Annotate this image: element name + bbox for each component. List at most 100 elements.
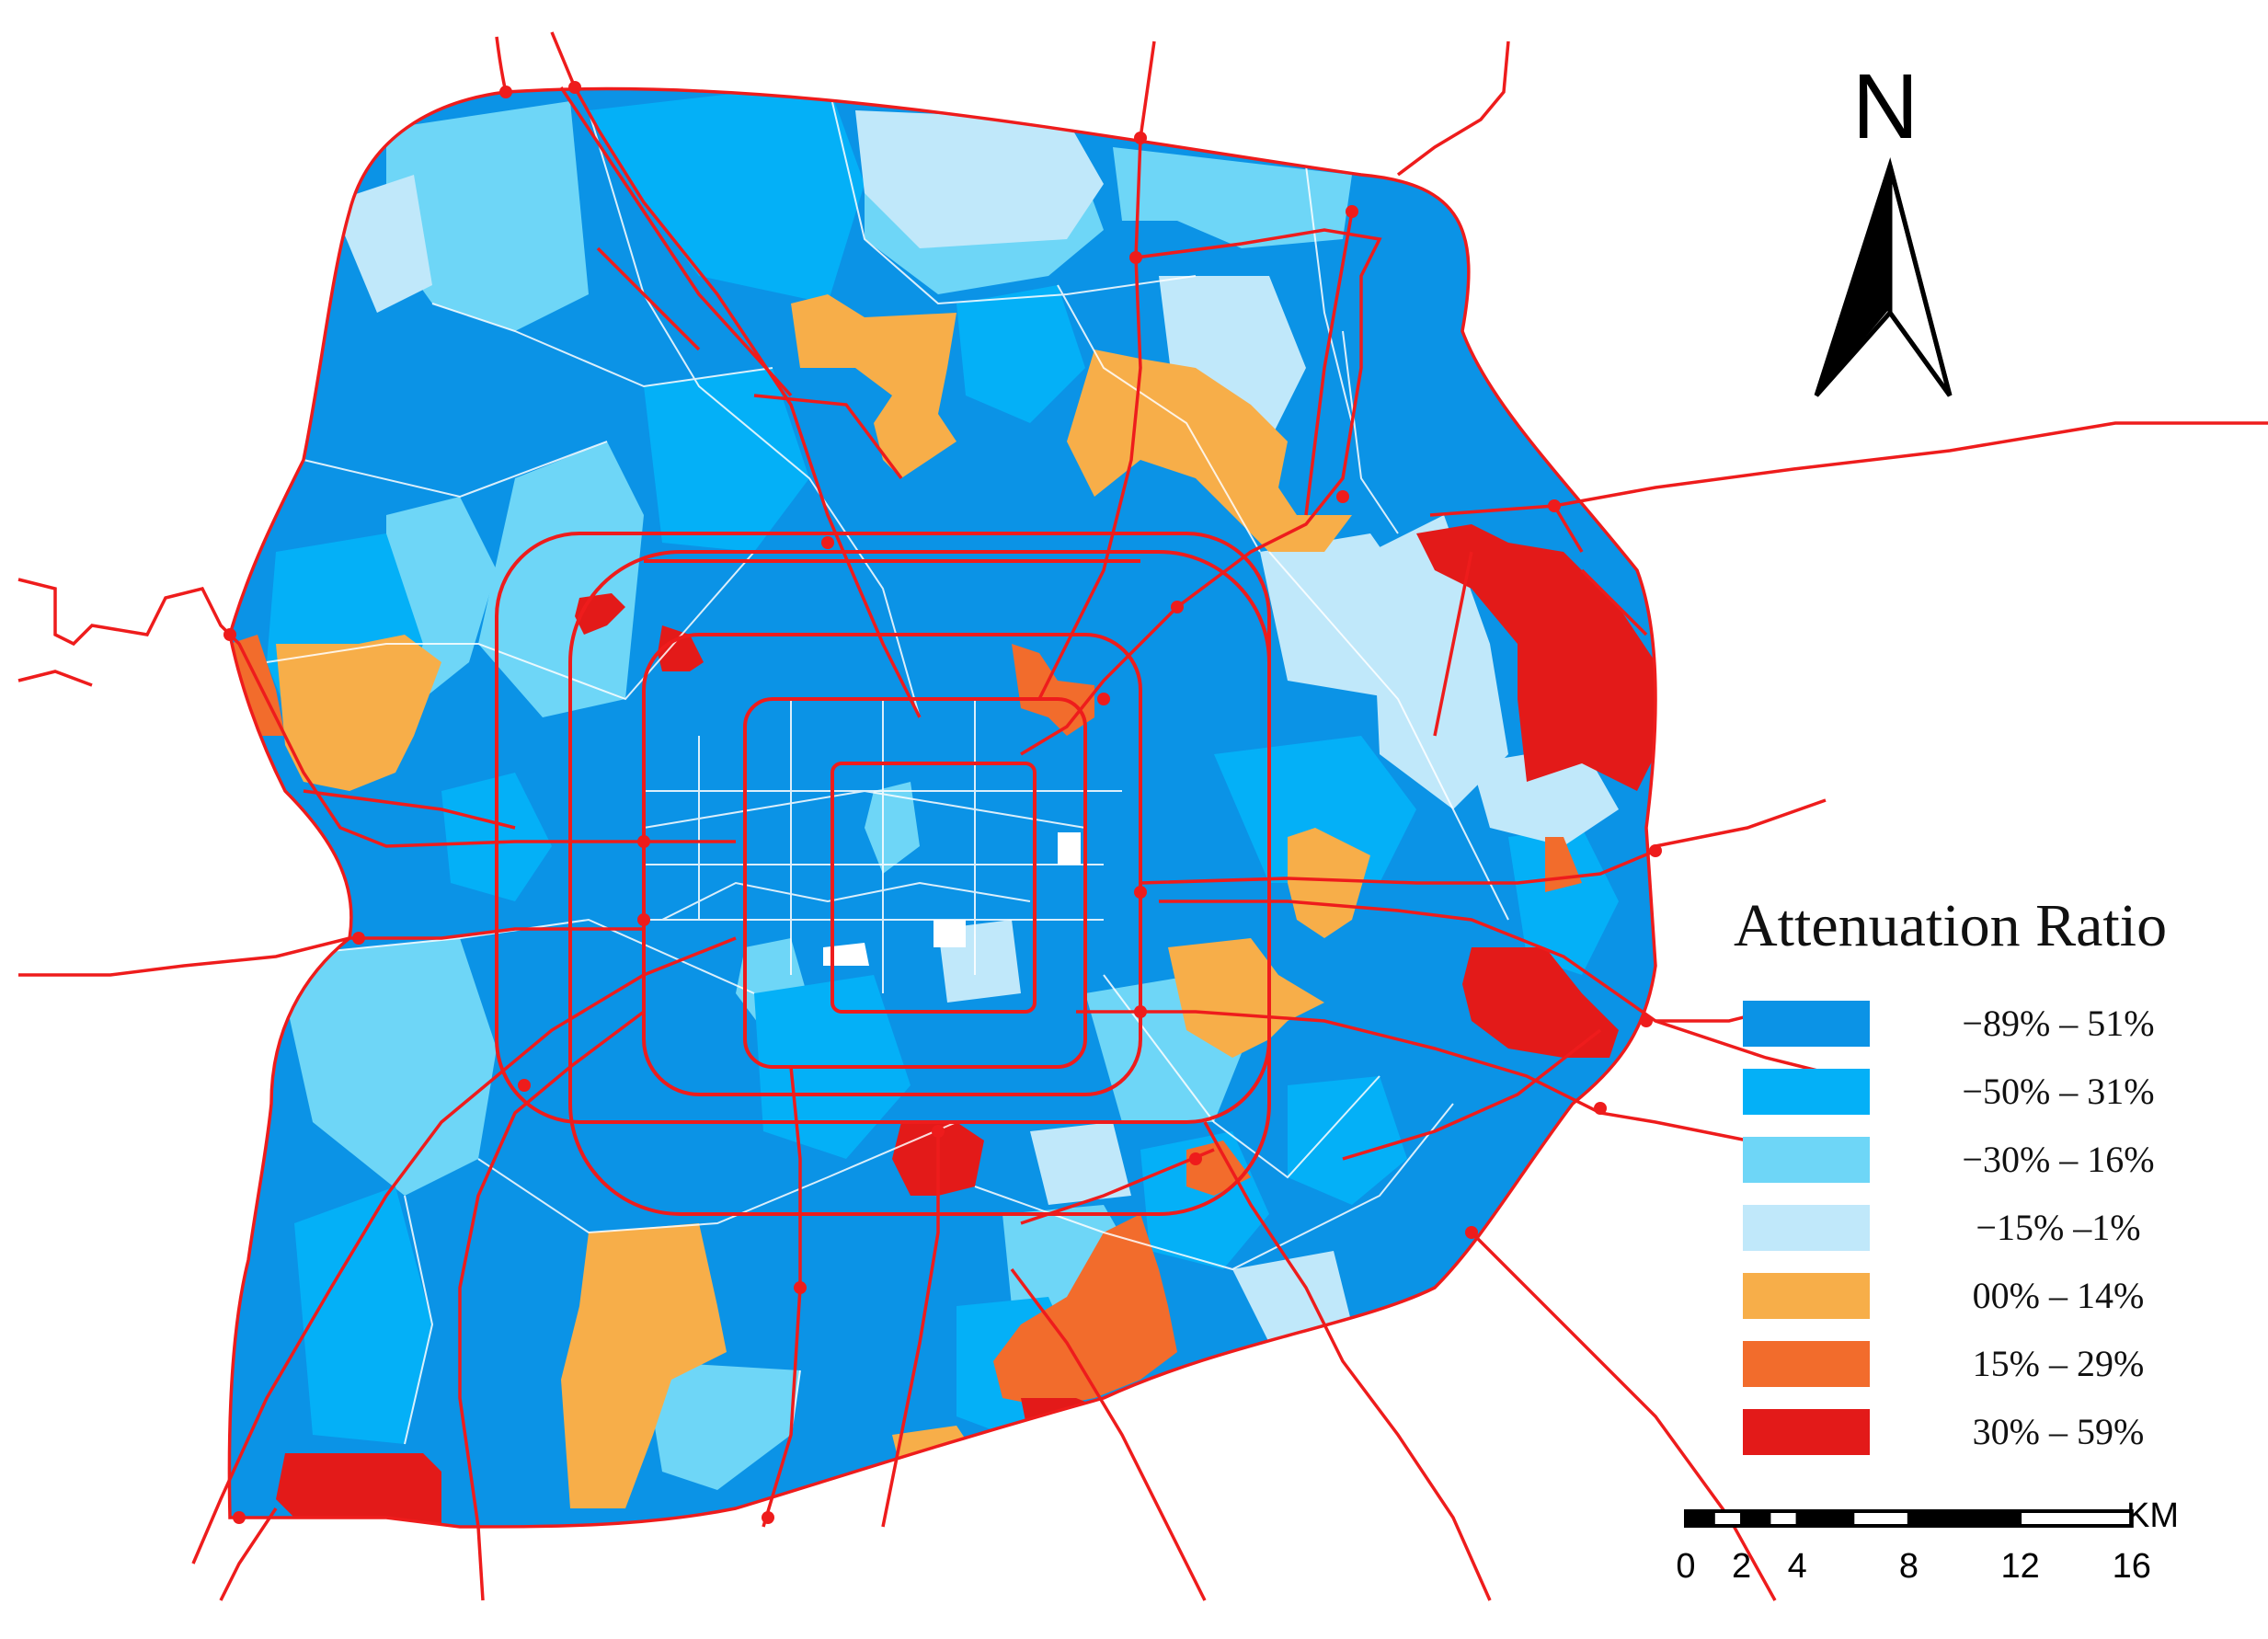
junction	[1594, 1102, 1607, 1115]
legend-label: −15% –1%	[1976, 1207, 2140, 1248]
region	[1012, 644, 1094, 736]
road	[1655, 798, 1827, 848]
region	[644, 368, 809, 552]
region	[1030, 1122, 1131, 1205]
junction	[518, 1079, 531, 1092]
scale-bar: KM 0 2 4 8 12 16	[1676, 1496, 2179, 1586]
road	[1552, 505, 1584, 553]
region	[1113, 147, 1352, 248]
legend-items: −89% – 51% −50% – 31% −30% – 16% −15% –1% 00…	[1743, 1001, 2155, 1455]
region	[1472, 745, 1619, 846]
legend-swatch	[1743, 1409, 1870, 1455]
region	[478, 441, 644, 717]
legend-label: 15% – 29%	[1973, 1343, 2145, 1384]
north-arrow-label: N	[1852, 55, 1919, 158]
road	[753, 394, 903, 480]
junction	[762, 1511, 774, 1524]
junction	[1649, 844, 1662, 857]
road	[303, 789, 516, 830]
region	[561, 1223, 727, 1508]
region	[1288, 1076, 1407, 1205]
region	[956, 285, 1085, 423]
region	[1508, 828, 1619, 975]
region	[865, 782, 920, 874]
scale-bar-segment	[1740, 1509, 1771, 1528]
road	[1203, 1121, 1492, 1601]
road	[1159, 900, 1840, 1078]
legend-swatch	[1743, 1001, 1870, 1047]
region	[331, 175, 432, 313]
legend-label: −89% – 51%	[1962, 1003, 2154, 1044]
region	[993, 1214, 1177, 1407]
region	[276, 1453, 441, 1527]
region	[276, 635, 441, 791]
junction	[223, 628, 236, 641]
region	[644, 1361, 800, 1490]
road	[1396, 40, 1510, 177]
region	[658, 625, 704, 671]
scale-bar-tick-label: 4	[1788, 1547, 1807, 1586]
ring-roads	[495, 532, 1271, 1216]
scale-bar-tick-label: 16	[2113, 1547, 2151, 1586]
junction	[1134, 886, 1147, 899]
region	[294, 1186, 432, 1444]
region	[791, 294, 956, 478]
region	[1214, 736, 1416, 883]
junction	[233, 1511, 246, 1524]
road	[881, 1131, 940, 1528]
road	[495, 36, 508, 93]
map-regions	[229, 88, 1655, 1528]
road	[559, 86, 793, 397]
junction	[637, 835, 650, 848]
scale-bar-segment	[1907, 1509, 2022, 1528]
road	[219, 1507, 278, 1601]
road	[1342, 1028, 1602, 1161]
junction	[1346, 205, 1358, 218]
scale-bar-segments	[1684, 1509, 2134, 1528]
scale-bar-tick-label: 12	[2000, 1547, 2039, 1586]
north-arrow-outline	[1814, 157, 1953, 397]
junction	[1134, 1005, 1147, 1018]
junction	[821, 536, 834, 549]
road	[550, 31, 922, 718]
scale-bar-segment	[2019, 1509, 2134, 1528]
road	[596, 246, 701, 351]
region	[1058, 832, 1081, 865]
scale-bar-tick-label: 2	[1732, 1547, 1751, 1586]
junction	[1189, 1152, 1202, 1165]
region	[1288, 828, 1370, 938]
scale-bar-tick-label: 0	[1676, 1547, 1695, 1586]
regions-class-4	[331, 110, 1619, 1343]
legend-swatch	[1743, 1273, 1870, 1319]
legend-swatch	[1743, 1341, 1870, 1387]
junction	[1129, 251, 1142, 264]
road-network	[17, 31, 2268, 1601]
junction	[352, 932, 365, 945]
junction	[499, 86, 512, 98]
scale-bar-unit: KM	[2126, 1496, 2179, 1535]
scale-bar-segment	[1795, 1509, 1855, 1528]
junction	[1097, 693, 1110, 705]
region	[1021, 1398, 1122, 1444]
scale-bar-segment	[1684, 1509, 1715, 1528]
road	[18, 927, 644, 977]
junction	[794, 1281, 807, 1294]
junction	[1336, 490, 1349, 503]
north-arrow: N	[1814, 55, 1953, 397]
legend-label: 30% – 59%	[1973, 1411, 2145, 1452]
road	[1470, 1231, 1777, 1601]
legend-swatch	[1743, 1137, 1870, 1183]
legend-label: −50% – 31%	[1962, 1071, 2154, 1112]
legend-swatch	[1743, 1205, 1870, 1251]
scale-bar-ticks: 0 2 4 8 12 16	[1676, 1547, 2151, 1586]
scale-bar-segment	[1768, 1509, 1799, 1528]
road-junctions	[223, 81, 1662, 1524]
junction	[1465, 1226, 1478, 1239]
scale-bar-segment	[1712, 1509, 1744, 1528]
junction	[1134, 132, 1147, 144]
legend-title: Attenuation Ratio	[1734, 892, 2167, 959]
road	[1020, 228, 1382, 756]
scale-bar-segment	[1851, 1509, 1910, 1528]
junction	[932, 1125, 945, 1138]
